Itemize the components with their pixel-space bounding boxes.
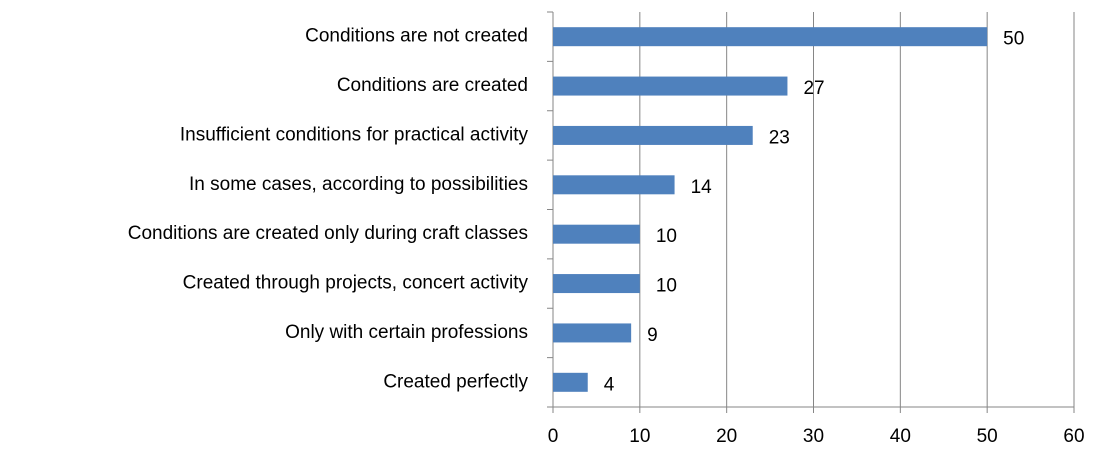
x-tick-label: 30	[803, 426, 824, 447]
value-label: 10	[656, 276, 677, 297]
y-tick-label: Only with certain professions	[285, 322, 528, 343]
bar	[553, 274, 640, 294]
bar	[553, 372, 588, 392]
x-tick-label: 50	[977, 426, 998, 447]
value-label: 10	[656, 226, 677, 247]
value-label: 27	[803, 78, 824, 99]
value-label: 23	[769, 127, 790, 148]
value-label: 9	[647, 325, 658, 346]
y-tick-label: Conditions are created only during craft…	[128, 223, 528, 244]
y-tick-label: Conditions are created	[337, 75, 528, 96]
bar	[553, 125, 753, 145]
bar	[553, 175, 675, 195]
y-tick-label: Created through projects, concert activi…	[183, 273, 529, 294]
bar	[553, 224, 640, 244]
y-tick-label: Created perfectly	[383, 371, 528, 392]
bar	[553, 76, 788, 96]
bar	[553, 27, 988, 47]
y-tick-label: Conditions are not created	[305, 26, 528, 47]
y-tick-label: In some cases, according to possibilitie…	[189, 174, 528, 195]
x-tick-label: 40	[890, 426, 911, 447]
x-tick-label: 60	[1063, 426, 1084, 447]
y-tick-label: Insufficient conditions for practical ac…	[180, 124, 529, 145]
value-label: 14	[691, 177, 713, 198]
value-label: 4	[604, 374, 615, 395]
x-tick-label: 20	[716, 426, 737, 447]
x-tick-label: 0	[548, 426, 559, 447]
x-tick-label: 10	[629, 426, 650, 447]
value-label: 50	[1003, 29, 1024, 50]
bar	[553, 323, 632, 343]
